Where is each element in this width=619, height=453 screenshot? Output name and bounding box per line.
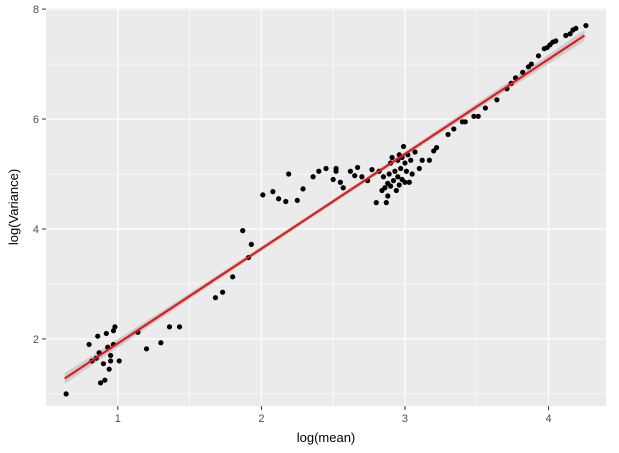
data-point (330, 176, 336, 183)
data-point (310, 174, 316, 180)
data-point (100, 361, 107, 367)
data-point (270, 189, 276, 195)
data-point (63, 391, 69, 397)
data-point (337, 179, 343, 185)
data-point (97, 380, 104, 386)
data-point (386, 171, 392, 177)
data-point (260, 192, 266, 198)
x-axis-title: log(mean) (297, 430, 356, 445)
data-point (385, 193, 391, 199)
data-point (392, 168, 398, 174)
data-point (409, 171, 415, 177)
data-point (382, 185, 388, 191)
data-point (102, 377, 108, 383)
data-point (220, 289, 226, 295)
data-point (347, 168, 354, 174)
y-tick-label: 4 (33, 224, 39, 236)
data-point (398, 165, 404, 172)
data-point (300, 186, 306, 192)
data-point (276, 196, 282, 202)
data-point (395, 174, 401, 180)
data-point (323, 165, 329, 172)
data-point (563, 32, 569, 39)
data-point (383, 200, 389, 206)
data-point (166, 324, 173, 330)
data-point (426, 157, 432, 163)
data-point (393, 187, 399, 194)
data-point (373, 200, 379, 206)
data-point (112, 324, 118, 330)
data-point (103, 330, 109, 337)
data-point (158, 340, 164, 346)
data-point (369, 167, 375, 173)
data-point (583, 22, 589, 29)
data-point (316, 168, 322, 174)
data-point (433, 145, 440, 151)
data-point (143, 346, 150, 352)
y-axis-title: log(Variance) (6, 169, 21, 245)
data-point (340, 185, 346, 191)
data-point (388, 183, 394, 189)
data-points (63, 22, 589, 397)
x-axis: 1 2 3 4 (115, 406, 552, 425)
data-point (553, 38, 559, 44)
major-gridlines (46, 8, 606, 406)
data-point (416, 165, 422, 172)
data-point (471, 113, 477, 119)
data-point (412, 149, 418, 155)
data-point (406, 179, 412, 185)
data-point (230, 274, 236, 280)
data-point (567, 31, 573, 37)
data-point (389, 154, 395, 161)
data-point (354, 164, 361, 171)
data-point (176, 324, 183, 330)
x-tick-label: 4 (546, 413, 552, 425)
data-point (286, 171, 292, 177)
data-point (352, 173, 358, 179)
data-point (408, 157, 414, 163)
data-point (451, 126, 457, 132)
data-point (573, 25, 579, 31)
data-point (212, 295, 219, 301)
data-point (240, 228, 246, 234)
data-point (95, 333, 101, 339)
x-tick-label: 1 (115, 413, 121, 425)
data-point (400, 143, 407, 150)
data-point (482, 105, 488, 111)
data-point (402, 179, 408, 185)
data-point (520, 69, 526, 75)
data-point (445, 131, 451, 138)
data-point (403, 168, 410, 174)
data-point (396, 182, 402, 188)
data-point (283, 198, 289, 205)
data-point (116, 358, 122, 364)
y-axis: 2 4 6 8 (33, 4, 46, 346)
data-point (494, 97, 500, 103)
data-point (106, 366, 112, 372)
regression-line (64, 34, 586, 380)
x-tick-label: 3 (402, 413, 408, 425)
y-tick-label: 6 (33, 114, 39, 126)
data-point (294, 197, 300, 204)
data-point (333, 165, 339, 172)
y-tick-label: 2 (33, 334, 39, 346)
minor-gridlines (46, 8, 606, 406)
data-point (528, 61, 534, 67)
data-point (462, 119, 468, 125)
data-point (535, 53, 542, 59)
data-point (380, 174, 387, 180)
data-point (419, 157, 425, 163)
y-tick-label: 8 (33, 4, 39, 16)
data-point (108, 352, 114, 359)
data-point (359, 174, 365, 180)
x-tick-label: 2 (258, 413, 264, 425)
data-point (475, 113, 481, 119)
data-point (402, 160, 408, 166)
data-point (108, 358, 114, 364)
data-point (86, 341, 92, 348)
data-point (248, 241, 254, 247)
data-point (390, 178, 397, 184)
